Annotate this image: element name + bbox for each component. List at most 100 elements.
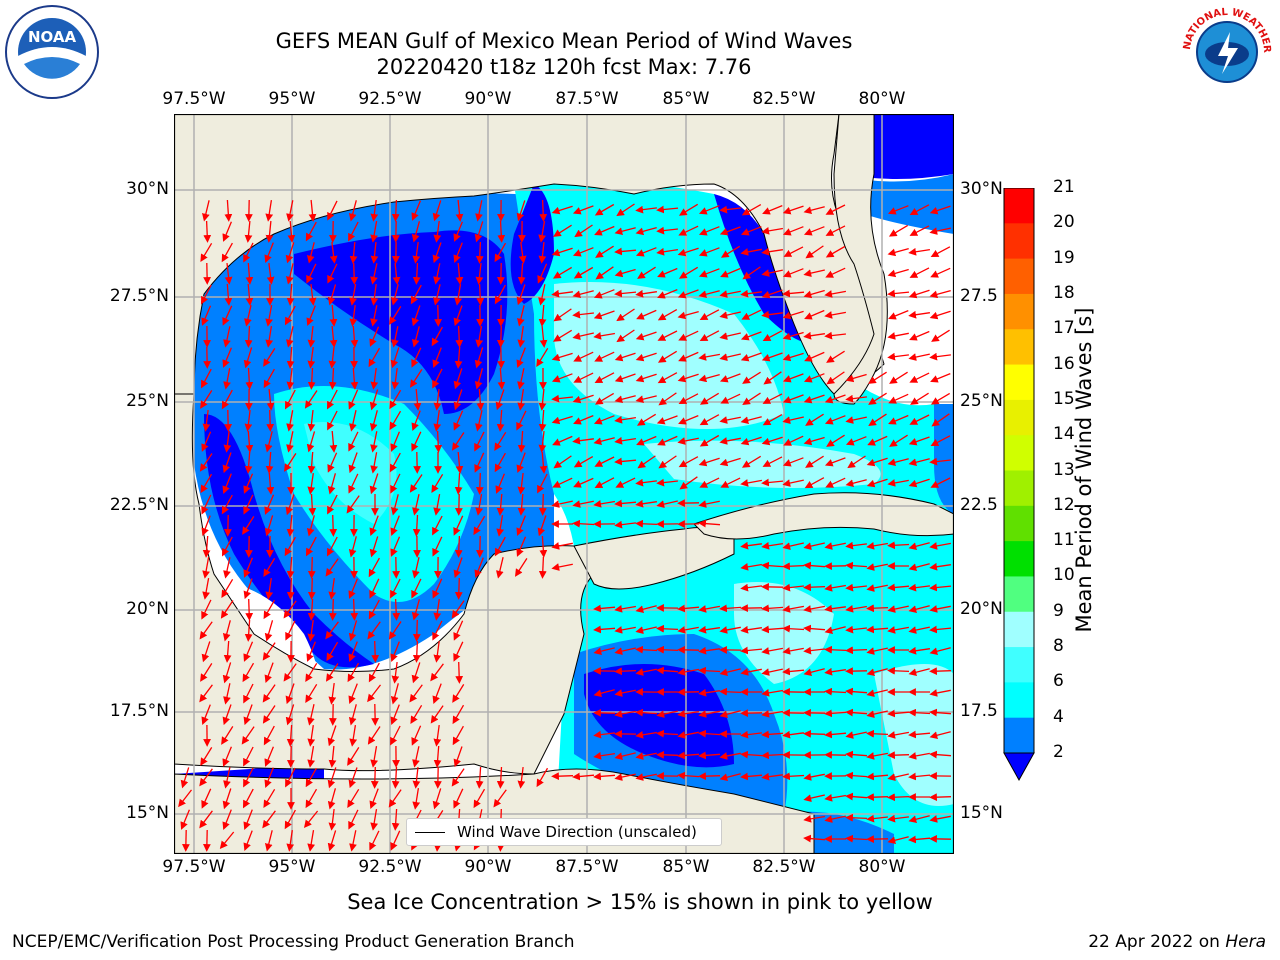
wind-wave-arrow [348, 431, 359, 452]
wind-wave-arrow [454, 283, 462, 306]
wind-wave-arrow [719, 373, 741, 383]
wind-wave-arrow [390, 641, 400, 663]
footer-machine: Hera [1225, 932, 1266, 952]
wind-wave-arrow [349, 830, 357, 852]
wind-wave-arrow [409, 474, 423, 493]
wind-wave-arrow [517, 305, 525, 327]
wind-wave-arrow [742, 266, 761, 280]
wind-wave-arrow [328, 578, 337, 600]
wind-wave-arrow [761, 730, 784, 739]
wind-wave-arrow [866, 668, 888, 677]
map-frame [173, 113, 955, 855]
wind-wave-arrow [412, 262, 421, 285]
wind-wave-arrow [782, 730, 804, 739]
lon-tick-label: 90°W [464, 857, 512, 877]
wind-wave-arrow [635, 499, 657, 508]
wind-wave-arrow [887, 458, 909, 467]
colorbar-extend-arrow [1003, 752, 1035, 782]
wind-wave-arrow [699, 414, 720, 426]
wind-wave-arrow [348, 452, 358, 474]
wind-wave-arrow [475, 241, 484, 264]
wind-wave-arrow [287, 220, 296, 243]
wind-wave-arrow [595, 266, 614, 280]
wind-wave-arrow [719, 437, 741, 445]
wind-wave-arrow [552, 329, 573, 342]
wind-wave-arrow [453, 305, 463, 327]
wind-wave-arrow [887, 479, 909, 487]
wind-wave-arrow [411, 410, 421, 432]
wind-wave-arrow [887, 247, 909, 257]
wind-wave-arrow [888, 414, 909, 425]
wind-wave-arrow [432, 200, 442, 222]
wind-wave-arrow [516, 200, 526, 222]
wind-wave-arrow [845, 792, 868, 801]
wind-wave-arrow [370, 808, 378, 831]
wind-wave-arrow [742, 371, 761, 384]
colorbar-segment [1004, 188, 1034, 224]
wind-wave-arrow [761, 352, 783, 362]
wind-wave-arrow [845, 373, 867, 383]
wind-wave-arrow [887, 332, 909, 340]
wind-wave-arrow [909, 414, 930, 425]
wind-wave-arrow [409, 684, 423, 703]
wind-wave-arrow [803, 206, 825, 215]
wind-wave-arrow [433, 641, 442, 663]
wind-wave-arrow [824, 457, 846, 467]
wind-wave-arrow [538, 431, 547, 453]
wind-wave-arrow [411, 725, 422, 746]
wind-wave-arrow [286, 410, 294, 432]
wind-wave-arrow [929, 647, 951, 656]
wind-wave-arrow [656, 729, 679, 738]
wind-wave-arrow [698, 751, 721, 760]
wind-wave-arrow [433, 410, 442, 432]
wind-wave-arrow [657, 330, 678, 341]
wind-wave-arrow [677, 604, 700, 613]
wind-wave-arrow [719, 205, 741, 214]
wind-wave-arrow [244, 325, 253, 348]
wind-wave-arrow [805, 245, 824, 259]
wind-wave-arrow [614, 457, 637, 466]
wind-wave-arrow [328, 745, 337, 768]
wind-wave-arrow [369, 830, 380, 851]
wind-wave-arrow [222, 746, 233, 767]
wind-wave-arrow [866, 542, 889, 550]
wind-wave-arrow [803, 542, 825, 550]
wind-wave-arrow [930, 246, 951, 258]
wind-wave-arrow [803, 373, 825, 383]
wind-wave-arrow [516, 410, 527, 431]
wind-wave-arrow [762, 393, 783, 404]
colorbar-tick-label: 4 [1053, 706, 1064, 727]
wind-wave-arrow [391, 662, 400, 684]
wind-wave-arrow [803, 646, 825, 655]
wind-wave-arrow [367, 726, 381, 745]
wind-wave-arrow [593, 332, 616, 340]
wind-wave-arrow [824, 794, 847, 802]
wind-wave-arrow [390, 725, 401, 746]
wind-wave-arrow [369, 389, 379, 411]
wind-wave-arrow [453, 410, 464, 431]
wind-wave-arrow [494, 452, 506, 473]
wind-wave-arrow [202, 410, 211, 432]
wind-wave-arrow [411, 221, 421, 243]
wind-wave-arrow [203, 220, 212, 243]
wind-wave-arrow [866, 729, 889, 738]
wind-wave-arrow [476, 283, 485, 306]
wind-wave-arrow [200, 473, 213, 494]
wind-wave-arrow [390, 704, 400, 726]
wind-wave-arrow [635, 247, 657, 257]
lon-tick-label: 80°W [858, 89, 906, 109]
wind-wave-arrow [929, 708, 952, 717]
wind-wave-arrow [453, 620, 464, 641]
wind-wave-arrow [222, 704, 232, 726]
footer-date: 22 Apr 2022 on Hera [1088, 932, 1266, 952]
wind-wave-arrow [326, 389, 338, 410]
wind-wave-arrow [432, 515, 443, 536]
grid [174, 114, 954, 854]
wind-wave-arrow [286, 556, 295, 579]
wind-wave-arrow [845, 561, 868, 570]
wind-wave-arrow [369, 578, 380, 599]
lon-tick-label: 95°W [268, 857, 316, 877]
wind-wave-arrow [740, 646, 763, 655]
wind-wave-arrow [741, 309, 762, 320]
wind-wave-arrow [908, 708, 931, 717]
